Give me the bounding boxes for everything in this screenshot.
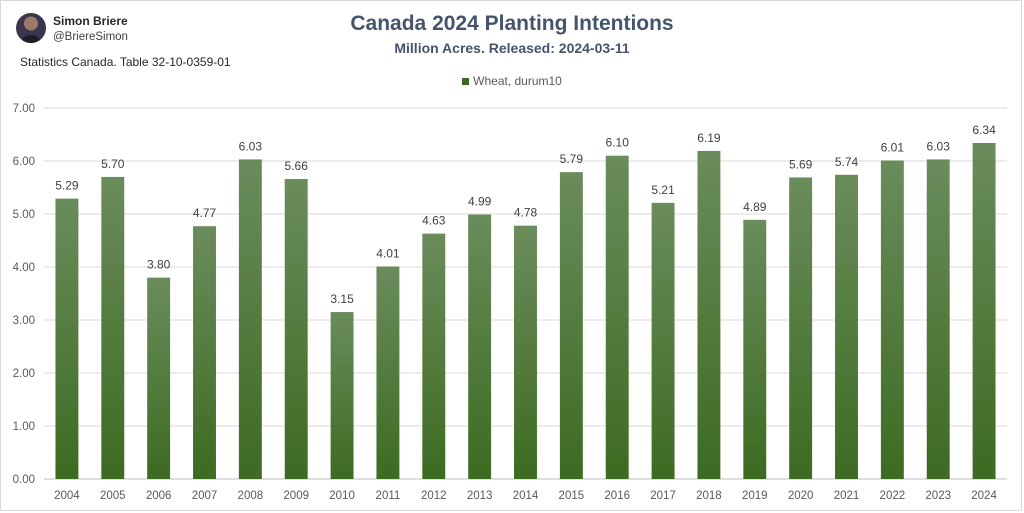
data-label-2007: 4.77 <box>193 206 217 220</box>
bar-2014 <box>514 225 537 479</box>
y-tick-label: 7.00 <box>13 103 35 115</box>
legend-label: Wheat, durum10 <box>473 74 562 88</box>
x-tick-label: 2020 <box>788 490 814 502</box>
x-tick-label: 2024 <box>971 490 997 502</box>
data-label-2022: 6.01 <box>881 140 905 154</box>
data-label-2009: 5.66 <box>285 159 309 173</box>
y-tick-label: 0.00 <box>13 474 35 486</box>
x-tick-label: 2015 <box>559 490 585 502</box>
data-label-2023: 6.03 <box>927 139 951 153</box>
data-label-2021: 5.74 <box>835 155 859 169</box>
author-handle: @BriereSimon <box>53 31 128 43</box>
bar-2012 <box>422 233 446 479</box>
x-tick-label: 2022 <box>880 490 906 502</box>
x-tick-label: 2019 <box>742 490 768 502</box>
x-tick-label: 2023 <box>925 490 951 502</box>
legend-swatch <box>462 77 470 85</box>
x-tick-label: 2012 <box>421 490 447 502</box>
x-tick-label: 2007 <box>192 490 218 502</box>
data-label-2017: 5.21 <box>651 183 675 197</box>
data-label-2013: 4.99 <box>468 195 492 209</box>
x-tick-label: 2017 <box>650 490 676 502</box>
data-label-2015: 5.79 <box>560 152 584 166</box>
bar-2008 <box>238 159 262 479</box>
x-tick-label: 2004 <box>54 490 80 502</box>
data-label-2004: 5.29 <box>55 179 79 193</box>
bar-2005 <box>101 176 125 479</box>
x-tick-label: 2016 <box>604 490 630 502</box>
y-tick-label: 2.00 <box>13 368 35 380</box>
bar-2022 <box>880 160 904 479</box>
bar-2009 <box>284 179 308 479</box>
data-label-2020: 5.69 <box>789 157 813 171</box>
bar-2016 <box>605 155 629 479</box>
bar-2013 <box>468 214 492 479</box>
x-tick-label: 2010 <box>329 490 355 502</box>
data-label-2011: 4.01 <box>376 246 400 260</box>
x-tick-label: 2008 <box>238 490 264 502</box>
y-tick-label: 4.00 <box>13 262 35 274</box>
bar-2019 <box>743 219 767 479</box>
data-label-2016: 6.10 <box>606 136 630 150</box>
bar-2020 <box>789 177 813 479</box>
x-tick-label: 2013 <box>467 490 493 502</box>
data-label-2008: 6.03 <box>239 139 263 153</box>
bar-2011 <box>376 266 400 479</box>
bar-2021 <box>835 174 858 479</box>
data-label-2019: 4.89 <box>743 200 767 214</box>
x-tick-label: 2006 <box>146 490 172 502</box>
data-label-2005: 5.70 <box>101 157 125 171</box>
bar-2006 <box>147 277 171 479</box>
x-tick-label: 2021 <box>834 490 860 502</box>
bar-2007 <box>193 226 216 479</box>
bar-2004 <box>55 198 79 479</box>
data-label-2010: 3.15 <box>330 292 354 306</box>
y-tick-label: 5.00 <box>13 209 35 221</box>
bar-2018 <box>697 150 721 479</box>
x-tick-label: 2018 <box>696 490 722 502</box>
author-name: Simon Briere <box>53 14 128 28</box>
y-tick-label: 1.00 <box>13 421 35 433</box>
avatar <box>16 13 46 43</box>
bar-2017 <box>651 202 675 479</box>
data-label-2006: 3.80 <box>147 258 171 272</box>
chart-title: Canada 2024 Planting Intentions <box>350 12 674 35</box>
data-label-2018: 6.19 <box>697 131 721 145</box>
bar-2010 <box>330 312 354 479</box>
bar-2023 <box>926 159 950 479</box>
y-tick-label: 6.00 <box>13 156 35 168</box>
y-tick-label: 3.00 <box>13 315 35 327</box>
x-tick-label: 2014 <box>513 490 539 502</box>
bar-2024 <box>972 142 996 480</box>
x-tick-label: 2009 <box>283 490 309 502</box>
legend: Wheat, durum10 <box>0 74 1024 88</box>
data-label-2012: 4.63 <box>422 214 446 228</box>
chart-subtitle: Million Acres. Released: 2024-03-11 <box>394 40 630 56</box>
data-label-2024: 6.34 <box>972 123 996 137</box>
bar-2015 <box>559 172 583 479</box>
data-label-2014: 4.78 <box>514 206 538 220</box>
x-tick-label: 2005 <box>100 490 126 502</box>
source-note: Statistics Canada. Table 32-10-0359-01 <box>20 55 231 69</box>
x-tick-label: 2011 <box>376 490 401 502</box>
